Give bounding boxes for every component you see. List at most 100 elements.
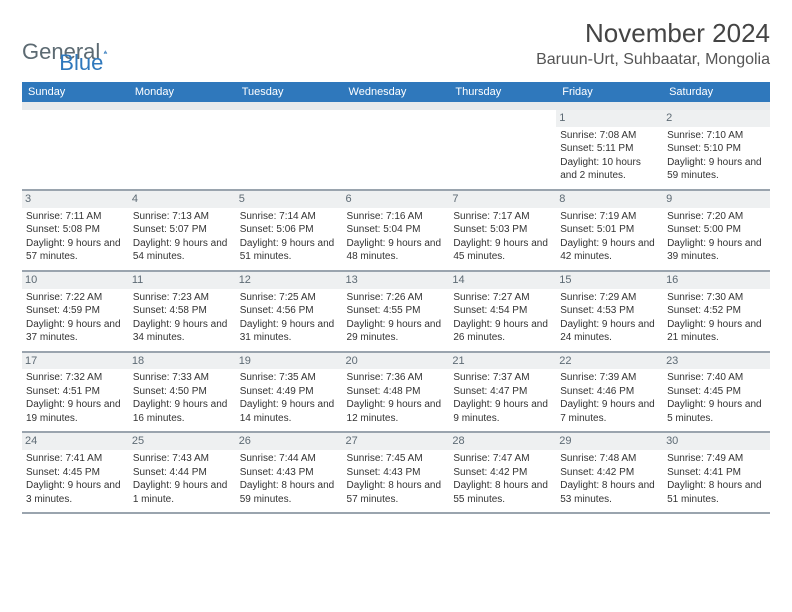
sunset-text: Sunset: 4:42 PM bbox=[453, 467, 527, 478]
day-number: 14 bbox=[449, 272, 556, 289]
sunrise-text: Sunrise: 7:23 AM bbox=[133, 292, 209, 303]
sail-icon bbox=[103, 41, 108, 63]
weekday-thursday: Thursday bbox=[449, 82, 556, 102]
calendar-cell: 12Sunrise: 7:25 AMSunset: 4:56 PMDayligh… bbox=[236, 271, 343, 352]
sunrise-text: Sunrise: 7:49 AM bbox=[667, 453, 743, 464]
header-block: November 2024 Baruun-Urt, Suhbaatar, Mon… bbox=[536, 18, 770, 69]
daylight-text: Daylight: 9 hours and 42 minutes. bbox=[560, 238, 655, 263]
calendar-cell: 22Sunrise: 7:39 AMSunset: 4:46 PMDayligh… bbox=[556, 352, 663, 433]
calendar-cell: 9Sunrise: 7:20 AMSunset: 5:00 PMDaylight… bbox=[663, 190, 770, 271]
daylight-text: Daylight: 9 hours and 7 minutes. bbox=[560, 399, 655, 424]
sunset-text: Sunset: 4:49 PM bbox=[240, 386, 314, 397]
calendar-cell: 21Sunrise: 7:37 AMSunset: 4:47 PMDayligh… bbox=[449, 352, 556, 433]
day-number: 4 bbox=[129, 191, 236, 208]
calendar-row: . . . . . 1Sunrise: 7:08 AMSunset: 5:11 … bbox=[22, 110, 770, 190]
calendar-cell: 24Sunrise: 7:41 AMSunset: 4:45 PMDayligh… bbox=[22, 432, 129, 513]
calendar-cell: 4Sunrise: 7:13 AMSunset: 5:07 PMDaylight… bbox=[129, 190, 236, 271]
day-number: 24 bbox=[22, 433, 129, 450]
day-number: 7 bbox=[449, 191, 556, 208]
sunset-text: Sunset: 4:53 PM bbox=[560, 305, 634, 316]
sunrise-text: Sunrise: 7:26 AM bbox=[347, 292, 423, 303]
calendar-cell: . bbox=[22, 110, 129, 190]
sunset-text: Sunset: 4:43 PM bbox=[240, 467, 314, 478]
daylight-text: Daylight: 8 hours and 51 minutes. bbox=[667, 480, 762, 505]
calendar-cell: 13Sunrise: 7:26 AMSunset: 4:55 PMDayligh… bbox=[343, 271, 450, 352]
sunrise-text: Sunrise: 7:22 AM bbox=[26, 292, 102, 303]
day-number: 3 bbox=[22, 191, 129, 208]
sunrise-text: Sunrise: 7:08 AM bbox=[560, 130, 636, 141]
brand-word2: Blue bbox=[59, 50, 103, 76]
day-number: 9 bbox=[663, 191, 770, 208]
sunset-text: Sunset: 4:42 PM bbox=[560, 467, 634, 478]
sunset-text: Sunset: 5:11 PM bbox=[560, 143, 633, 154]
day-number: 25 bbox=[129, 433, 236, 450]
calendar-cell: 2Sunrise: 7:10 AMSunset: 5:10 PMDaylight… bbox=[663, 110, 770, 190]
sunrise-text: Sunrise: 7:39 AM bbox=[560, 372, 636, 383]
sunset-text: Sunset: 4:51 PM bbox=[26, 386, 100, 397]
sunrise-text: Sunrise: 7:16 AM bbox=[347, 211, 423, 222]
daylight-text: Daylight: 9 hours and 21 minutes. bbox=[667, 319, 762, 344]
sunrise-text: Sunrise: 7:13 AM bbox=[133, 211, 209, 222]
daylight-text: Daylight: 9 hours and 26 minutes. bbox=[453, 319, 548, 344]
spacer-row bbox=[22, 102, 770, 110]
sunrise-text: Sunrise: 7:17 AM bbox=[453, 211, 529, 222]
calendar-row: 3Sunrise: 7:11 AMSunset: 5:08 PMDaylight… bbox=[22, 190, 770, 271]
daylight-text: Daylight: 9 hours and 37 minutes. bbox=[26, 319, 121, 344]
weekday-sunday: Sunday bbox=[22, 82, 129, 102]
daylight-text: Daylight: 8 hours and 55 minutes. bbox=[453, 480, 548, 505]
sunset-text: Sunset: 4:47 PM bbox=[453, 386, 527, 397]
sunset-text: Sunset: 5:10 PM bbox=[667, 143, 741, 154]
location-subtitle: Baruun-Urt, Suhbaatar, Mongolia bbox=[536, 51, 770, 69]
calendar-cell: . bbox=[343, 110, 450, 190]
weekday-tuesday: Tuesday bbox=[236, 82, 343, 102]
sunset-text: Sunset: 4:58 PM bbox=[133, 305, 207, 316]
sunset-text: Sunset: 5:00 PM bbox=[667, 224, 741, 235]
calendar-row: 24Sunrise: 7:41 AMSunset: 4:45 PMDayligh… bbox=[22, 432, 770, 513]
sunrise-text: Sunrise: 7:41 AM bbox=[26, 453, 102, 464]
weekday-header-row: SundayMondayTuesdayWednesdayThursdayFrid… bbox=[22, 82, 770, 102]
sunrise-text: Sunrise: 7:43 AM bbox=[133, 453, 209, 464]
daylight-text: Daylight: 9 hours and 48 minutes. bbox=[347, 238, 442, 263]
calendar-cell: 7Sunrise: 7:17 AMSunset: 5:03 PMDaylight… bbox=[449, 190, 556, 271]
day-number: 1 bbox=[556, 110, 663, 127]
sunrise-text: Sunrise: 7:44 AM bbox=[240, 453, 316, 464]
day-number: 20 bbox=[343, 353, 450, 370]
sunset-text: Sunset: 4:54 PM bbox=[453, 305, 527, 316]
day-number: 10 bbox=[22, 272, 129, 289]
sunset-text: Sunset: 5:01 PM bbox=[560, 224, 634, 235]
daylight-text: Daylight: 9 hours and 29 minutes. bbox=[347, 319, 442, 344]
day-number: 12 bbox=[236, 272, 343, 289]
calendar-cell: 23Sunrise: 7:40 AMSunset: 4:45 PMDayligh… bbox=[663, 352, 770, 433]
sunrise-text: Sunrise: 7:29 AM bbox=[560, 292, 636, 303]
daylight-text: Daylight: 9 hours and 5 minutes. bbox=[667, 399, 762, 424]
calendar-cell: 14Sunrise: 7:27 AMSunset: 4:54 PMDayligh… bbox=[449, 271, 556, 352]
weekday-monday: Monday bbox=[129, 82, 236, 102]
daylight-text: Daylight: 9 hours and 57 minutes. bbox=[26, 238, 121, 263]
weekday-friday: Friday bbox=[556, 82, 663, 102]
calendar-cell: 5Sunrise: 7:14 AMSunset: 5:06 PMDaylight… bbox=[236, 190, 343, 271]
calendar-cell: 17Sunrise: 7:32 AMSunset: 4:51 PMDayligh… bbox=[22, 352, 129, 433]
month-title: November 2024 bbox=[536, 18, 770, 49]
calendar-cell: 10Sunrise: 7:22 AMSunset: 4:59 PMDayligh… bbox=[22, 271, 129, 352]
day-number: 28 bbox=[449, 433, 556, 450]
daylight-text: Daylight: 9 hours and 59 minutes. bbox=[667, 157, 762, 182]
day-number: 27 bbox=[343, 433, 450, 450]
day-number: 16 bbox=[663, 272, 770, 289]
calendar-cell: . bbox=[129, 110, 236, 190]
sunset-text: Sunset: 4:52 PM bbox=[667, 305, 741, 316]
calendar-table: SundayMondayTuesdayWednesdayThursdayFrid… bbox=[22, 82, 770, 514]
calendar-cell: 29Sunrise: 7:48 AMSunset: 4:42 PMDayligh… bbox=[556, 432, 663, 513]
top-bar: General Blue November 2024 Baruun-Urt, S… bbox=[22, 18, 770, 76]
calendar-cell: 25Sunrise: 7:43 AMSunset: 4:44 PMDayligh… bbox=[129, 432, 236, 513]
daylight-text: Daylight: 9 hours and 24 minutes. bbox=[560, 319, 655, 344]
sunset-text: Sunset: 5:06 PM bbox=[240, 224, 314, 235]
sunrise-text: Sunrise: 7:10 AM bbox=[667, 130, 743, 141]
calendar-cell: 6Sunrise: 7:16 AMSunset: 5:04 PMDaylight… bbox=[343, 190, 450, 271]
sunrise-text: Sunrise: 7:30 AM bbox=[667, 292, 743, 303]
calendar-cell: 1Sunrise: 7:08 AMSunset: 5:11 PMDaylight… bbox=[556, 110, 663, 190]
day-number: 26 bbox=[236, 433, 343, 450]
sunrise-text: Sunrise: 7:48 AM bbox=[560, 453, 636, 464]
calendar-cell: 28Sunrise: 7:47 AMSunset: 4:42 PMDayligh… bbox=[449, 432, 556, 513]
day-number: 15 bbox=[556, 272, 663, 289]
sunrise-text: Sunrise: 7:35 AM bbox=[240, 372, 316, 383]
